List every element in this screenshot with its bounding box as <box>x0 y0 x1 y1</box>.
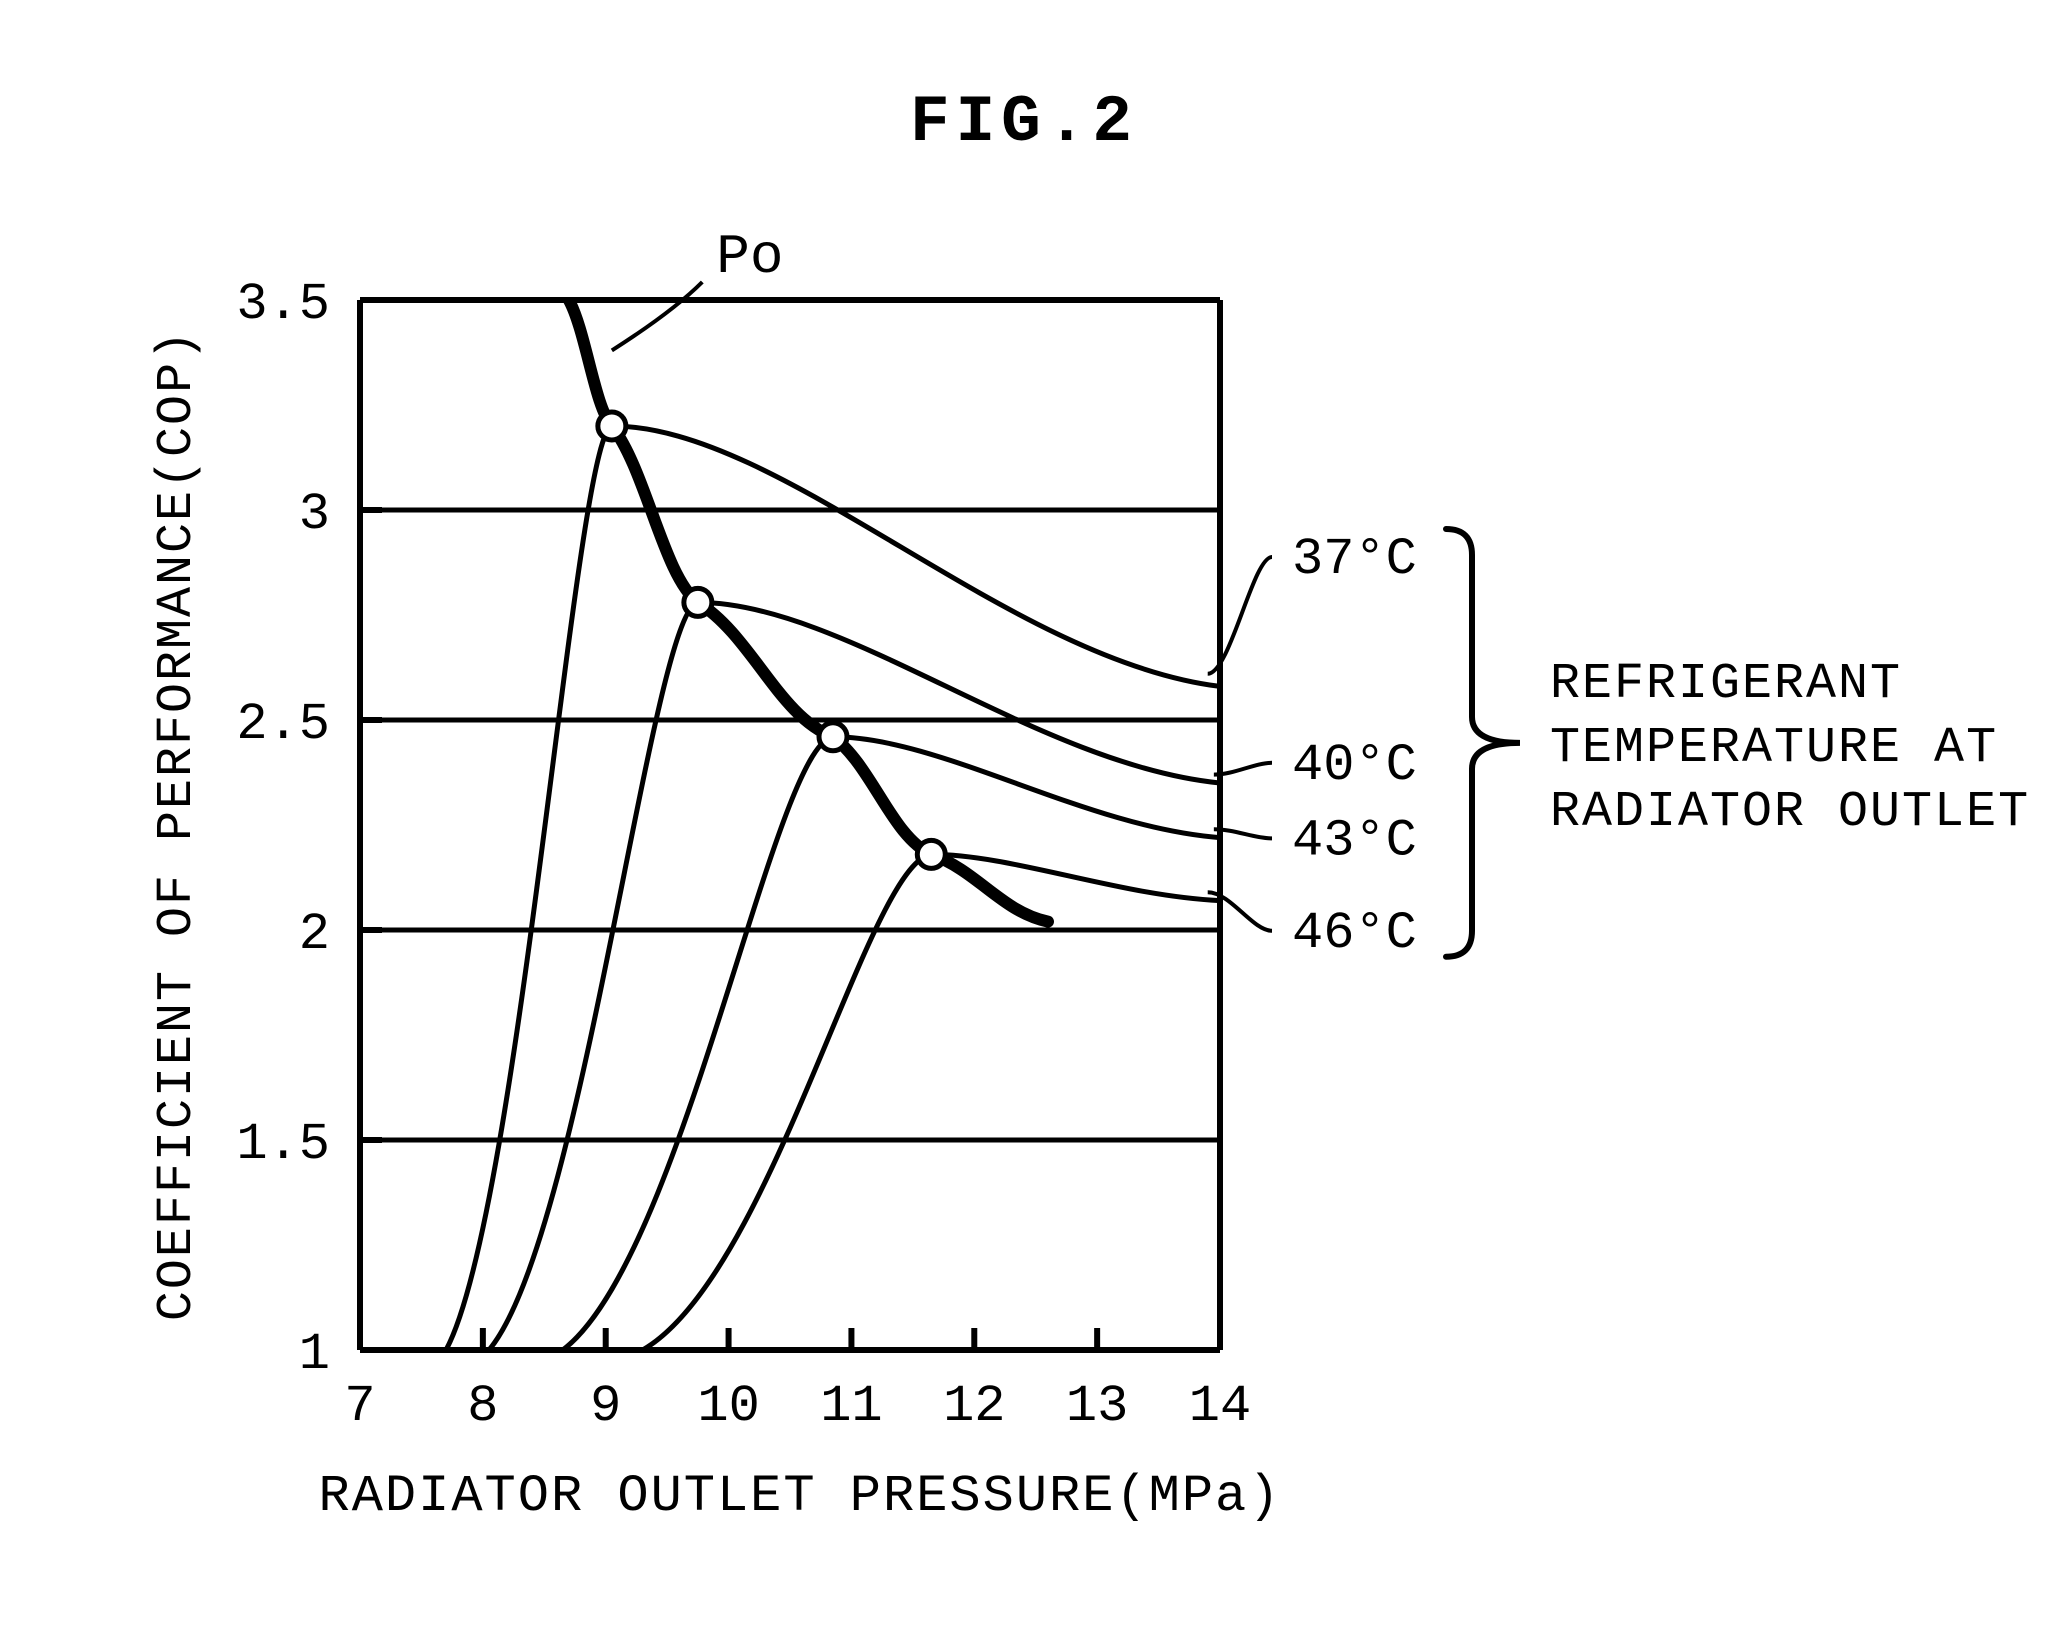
temp-label: 43°C <box>1292 811 1417 870</box>
x-tick-label: 14 <box>1189 1377 1251 1436</box>
y-tick-label: 2.5 <box>236 695 330 754</box>
x-tick-label: 12 <box>943 1377 1005 1436</box>
side-label-line: REFRIGERANT <box>1550 656 1902 713</box>
x-tick-label: 7 <box>344 1377 375 1436</box>
temp-label: 46°C <box>1292 904 1417 963</box>
y-tick-label: 3.5 <box>236 275 330 334</box>
y-tick-label: 1 <box>299 1325 330 1384</box>
y-tick-label: 2 <box>299 905 330 964</box>
x-tick-label: 10 <box>697 1377 759 1436</box>
peak-marker <box>598 412 626 440</box>
side-label-line: TEMPERATURE AT <box>1550 720 1998 777</box>
cop-vs-pressure-chart: FIG.2 7 8 9 10 11 12 13 14 1 1.5 2 2.5 3 3.5 RADIATOR O… <box>0 0 2049 1652</box>
x-tick-label: 9 <box>590 1377 621 1436</box>
peak-marker <box>819 723 847 751</box>
side-label-line: RADIATOR OUTLET <box>1550 784 2030 841</box>
peak-marker <box>684 588 712 616</box>
po-label: Po <box>716 225 783 289</box>
figure-title: FIG.2 <box>910 85 1138 160</box>
x-axis-title: RADIATOR OUTLET PRESSURE(MPa) <box>319 1467 1282 1526</box>
y-tick-label: 1.5 <box>236 1115 330 1174</box>
x-tick-label: 13 <box>1066 1377 1128 1436</box>
y-tick-label: 3 <box>299 485 330 544</box>
temp-label: 37°C <box>1292 530 1417 589</box>
x-tick-label: 11 <box>820 1377 882 1436</box>
y-axis-title: COEFFICIENT OF PERFORMANCE(COP) <box>149 329 206 1321</box>
temp-label: 40°C <box>1292 736 1417 795</box>
peak-marker <box>917 840 945 868</box>
x-tick-label: 8 <box>467 1377 498 1436</box>
